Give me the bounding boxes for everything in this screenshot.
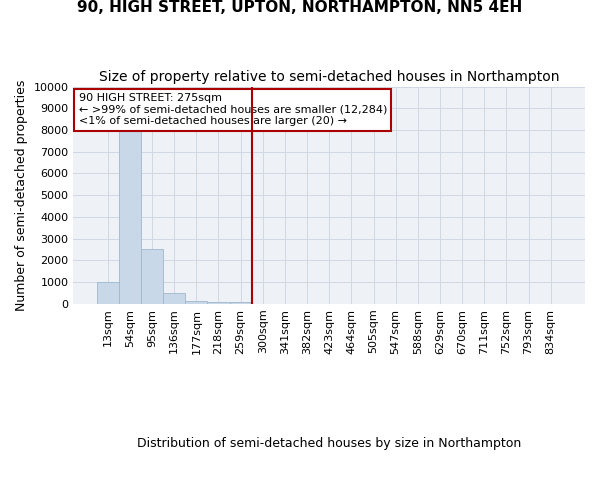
Bar (185, 300, 208, 304)
Text: 90, HIGH STREET, UPTON, NORTHAMPTON, NN5 4EH: 90, HIGH STREET, UPTON, NORTHAMPTON, NN5… (77, 0, 523, 15)
Y-axis label: Number of semi-detached properties: Number of semi-detached properties (15, 80, 28, 311)
Bar (141, 250, 163, 304)
Title: Size of property relative to semi-detached houses in Northampton: Size of property relative to semi-detach… (99, 70, 559, 84)
Bar (208, 302, 230, 304)
Bar (97, 282, 119, 304)
Bar (163, 293, 185, 304)
Text: 90 HIGH STREET: 275sqm
← >99% of semi-detached houses are smaller (12,284)
<1% o: 90 HIGH STREET: 275sqm ← >99% of semi-de… (79, 93, 387, 126)
Bar (230, 302, 251, 304)
Bar (119, 130, 141, 304)
X-axis label: Distribution of semi-detached houses by size in Northampton: Distribution of semi-detached houses by … (137, 437, 521, 450)
